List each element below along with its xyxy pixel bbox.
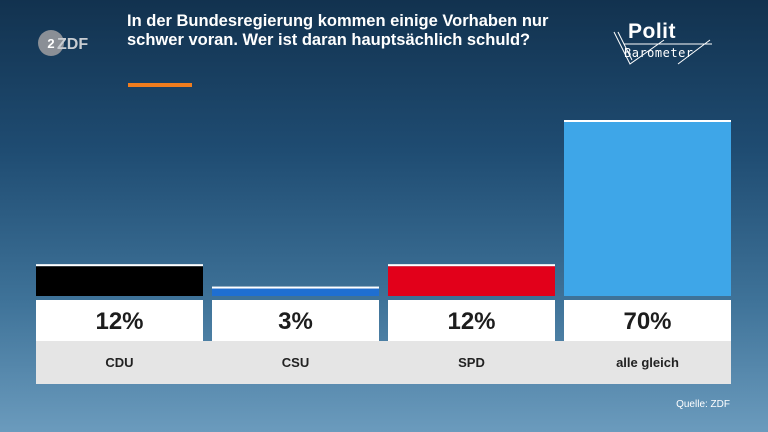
value-label: 12% [95, 308, 143, 335]
value-label: 12% [447, 308, 495, 335]
category-label: CDU [105, 355, 133, 370]
category-label: SPD [458, 355, 485, 370]
value-label-box [36, 300, 203, 341]
value-label: 70% [623, 308, 671, 335]
bar-top-line [564, 120, 731, 122]
polit-logo-text: Polit [628, 20, 676, 43]
value-label-box [388, 300, 555, 341]
value-label-box [212, 300, 379, 341]
chart-title: In der Bundesregierung kommen einige Vor… [127, 12, 549, 49]
category-label: alle gleich [616, 355, 679, 370]
bar-alle-gleich [564, 122, 731, 296]
politbarometer-logo: Polit Barometer [608, 20, 724, 72]
svg-text:2: 2 [47, 36, 54, 51]
bar-csu [212, 288, 379, 296]
source-note: Quelle: ZDF [676, 399, 730, 410]
value-label: 3% [278, 308, 313, 335]
checkmark-icon [613, 31, 712, 65]
zdf-logo: 2 ZDF [38, 30, 88, 56]
bar-cdu [36, 266, 203, 296]
category-band [36, 341, 731, 384]
bar-spd [388, 266, 555, 296]
category-label: CSU [282, 355, 309, 370]
bar-top-line [36, 264, 203, 267]
zdf-logo-text: ZDF [57, 36, 88, 53]
value-label-box [564, 300, 731, 341]
barometer-logo-text: Barometer [624, 46, 694, 60]
title-accent-line [128, 83, 192, 87]
bar-top-line [388, 264, 555, 267]
bar-top-line [212, 286, 379, 289]
